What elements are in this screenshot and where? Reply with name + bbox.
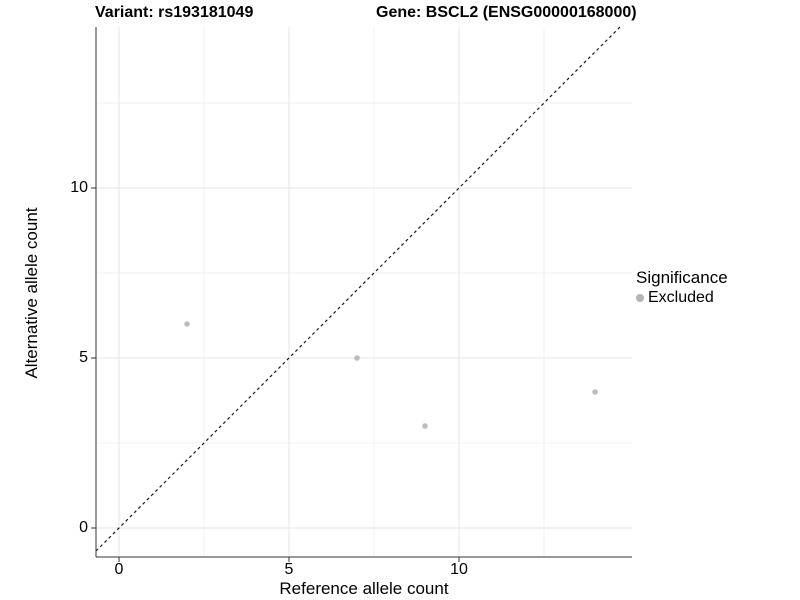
legend-entry-excluded: Excluded <box>636 289 728 307</box>
x-tick-label: 5 <box>284 561 294 578</box>
y-axis-title: Alternative allele count <box>22 207 41 379</box>
plot-title-gene: Gene: BSCL2 (ENSG00000168000) <box>376 4 637 21</box>
legend-key-dot-icon <box>636 294 644 302</box>
identity-line <box>95 26 621 552</box>
x-tick-label: 0 <box>114 561 124 578</box>
y-tick-label: 10 <box>70 179 88 196</box>
legend-title: Significance <box>636 268 728 287</box>
y-tick-label: 5 <box>79 349 88 366</box>
legend: Significance Excluded <box>636 268 728 307</box>
data-point <box>422 423 428 429</box>
data-point <box>184 321 190 327</box>
plot-title-variant: Variant: rs193181049 <box>95 4 254 21</box>
data-point <box>354 355 360 361</box>
legend-entry-label: Excluded <box>648 289 714 306</box>
x-axis-title: Reference allele count <box>279 579 449 598</box>
x-tick-label: 10 <box>450 561 468 578</box>
y-tick-label: 0 <box>79 519 88 536</box>
data-point <box>592 389 598 395</box>
